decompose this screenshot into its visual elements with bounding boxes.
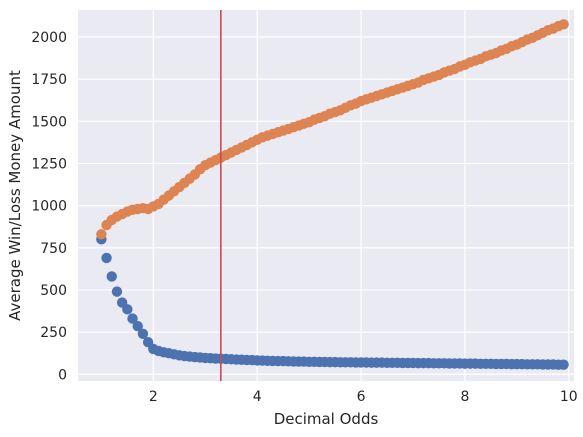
y-tick-label: 1250 xyxy=(31,156,67,172)
data-point xyxy=(107,271,117,281)
data-point xyxy=(101,253,111,263)
y-tick-label: 0 xyxy=(58,367,67,383)
x-tick-label: 4 xyxy=(253,389,262,405)
y-tick-label: 2000 xyxy=(31,30,67,46)
data-point xyxy=(558,359,568,369)
y-tick-label: 750 xyxy=(40,241,67,257)
x-tick-label: 10 xyxy=(560,389,578,405)
data-point xyxy=(96,229,106,239)
x-tick-label: 2 xyxy=(149,389,158,405)
y-tick-label: 1750 xyxy=(31,72,67,88)
x-tick-label: 8 xyxy=(460,389,469,405)
x-tick-labels: 2 4 6 8 10 xyxy=(149,389,578,405)
data-point xyxy=(122,304,132,314)
y-tick-label: 500 xyxy=(40,283,67,299)
x-tick-label: 6 xyxy=(357,389,366,405)
y-tick-label: 250 xyxy=(40,325,67,341)
y-tick-labels: 0 250 500 750 1000 1250 1500 1750 2000 xyxy=(31,30,67,383)
data-point xyxy=(558,19,568,29)
y-tick-label: 1500 xyxy=(31,114,67,130)
y-axis-label: Average Win/Loss Money Amount xyxy=(6,70,24,321)
x-axis-label: Decimal Odds xyxy=(274,410,379,428)
y-tick-label: 1000 xyxy=(31,199,67,215)
plot-area xyxy=(78,10,574,381)
data-point xyxy=(112,286,122,296)
